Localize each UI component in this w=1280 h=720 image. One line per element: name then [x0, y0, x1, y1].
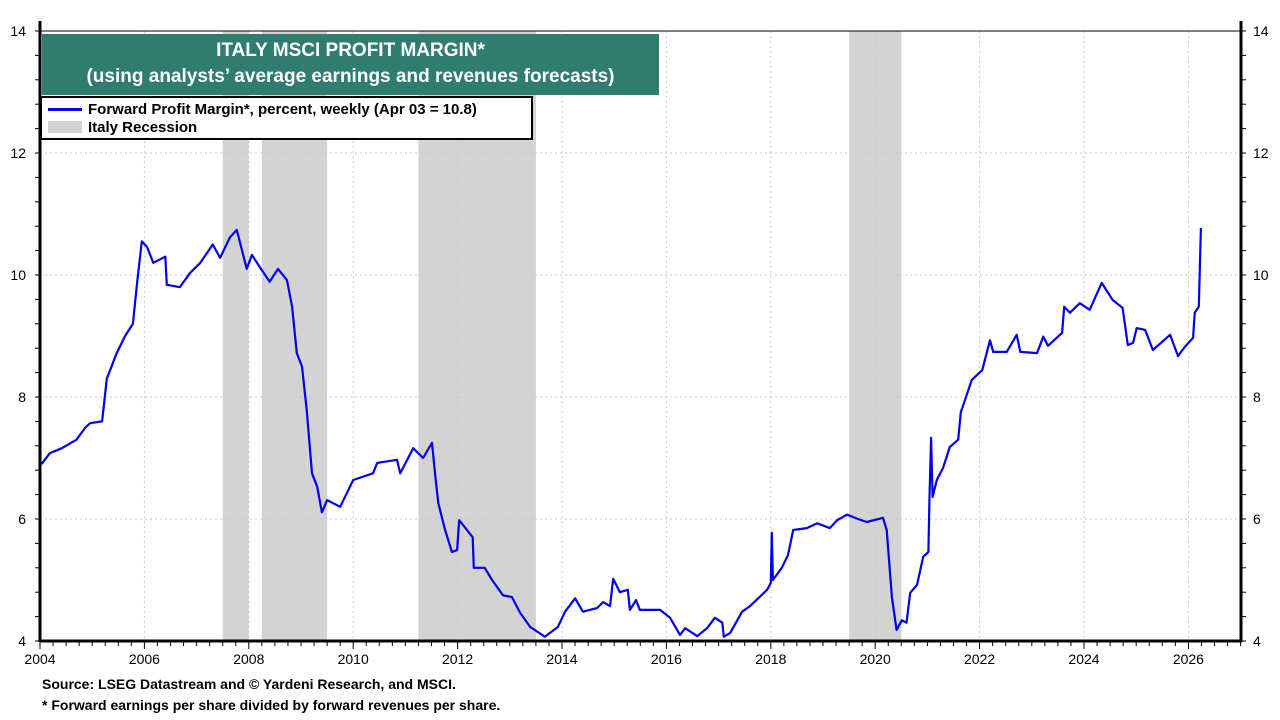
- x-tick-label: 2014: [546, 651, 577, 667]
- x-tick-label: 2004: [24, 651, 55, 667]
- y-tick-label-left: 8: [18, 389, 26, 405]
- x-tick-label: 2006: [129, 651, 160, 667]
- legend-label: Italy Recession: [88, 118, 198, 136]
- profit-margin-line: [40, 227, 1202, 638]
- x-tick-label: 2016: [651, 651, 682, 667]
- x-tick-label: 2026: [1173, 651, 1204, 667]
- chart-title-box: ITALY MSCI PROFIT MARGIN* (using analyst…: [42, 34, 659, 95]
- x-tick-label: 2024: [1068, 651, 1099, 667]
- y-tick-label-right: 10: [1253, 267, 1269, 283]
- chart-subtitle: (using analysts’ average earnings and re…: [86, 66, 615, 87]
- y-tick-label-left: 10: [10, 267, 26, 283]
- y-tick-label-right: 4: [1253, 633, 1261, 649]
- legend-recession-swatch: [48, 121, 82, 133]
- x-tick-label: 2018: [755, 651, 786, 667]
- legend: Forward Profit Margin*, percent, weekly …: [40, 96, 533, 140]
- y-tick-label-right: 12: [1253, 145, 1269, 161]
- y-tick-label-left: 12: [10, 145, 26, 161]
- x-tick-label: 2022: [964, 651, 995, 667]
- y-tick-label-left: 4: [18, 633, 26, 649]
- legend-line-swatch: [48, 107, 82, 111]
- y-tick-label-left: 14: [10, 23, 26, 39]
- legend-item-profit-margin: Forward Profit Margin*, percent, weekly …: [48, 100, 477, 118]
- x-tick-label: 2020: [860, 651, 891, 667]
- legend-label: Forward Profit Margin*, percent, weekly …: [88, 100, 477, 118]
- y-tick-label-right: 8: [1253, 389, 1261, 405]
- x-tick-label: 2012: [442, 651, 473, 667]
- chart-title: ITALY MSCI PROFIT MARGIN*: [216, 40, 485, 61]
- x-tick-label: 2010: [338, 651, 369, 667]
- footnote: * Forward earnings per share divided by …: [42, 697, 501, 713]
- x-tick-label: 2008: [233, 651, 264, 667]
- y-tick-label-right: 14: [1253, 23, 1269, 39]
- legend-item-recession: Italy Recession: [48, 118, 197, 136]
- y-tick-label-right: 6: [1253, 511, 1261, 527]
- y-tick-label-left: 6: [18, 511, 26, 527]
- source-note: Source: LSEG Datastream and © Yardeni Re…: [42, 676, 456, 692]
